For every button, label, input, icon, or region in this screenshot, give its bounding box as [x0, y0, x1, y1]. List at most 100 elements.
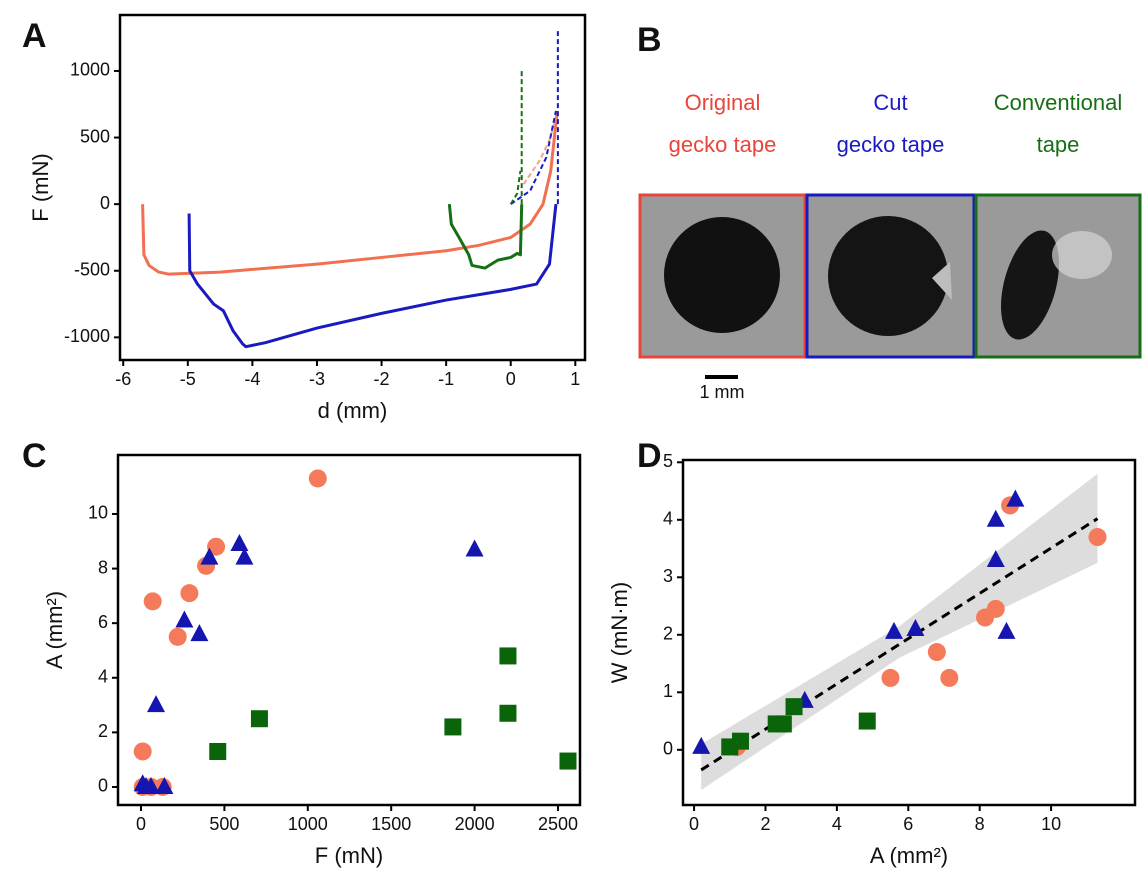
- point: [1088, 528, 1107, 547]
- x-tick-label: -2: [374, 369, 390, 389]
- x-tick-label: 0: [689, 814, 699, 834]
- x-tick-label: 6: [903, 814, 913, 834]
- panel-label: A: [22, 17, 47, 55]
- x-tick-label: 2500: [538, 814, 578, 834]
- residue: [1052, 231, 1112, 279]
- point: [168, 627, 187, 646]
- point: [444, 718, 462, 736]
- y-tick-label: 1000: [70, 60, 110, 80]
- plot-area: [141, 30, 559, 349]
- contact-spot: [1001, 230, 1059, 340]
- data-line: [522, 117, 557, 185]
- x-tick-label: -4: [244, 369, 260, 389]
- x-tick-label: -5: [180, 369, 196, 389]
- y-tick-label: 5: [663, 451, 673, 471]
- y-tick-label: 6: [98, 612, 108, 632]
- point: [774, 715, 792, 733]
- point: [175, 610, 194, 628]
- data-line: [141, 110, 559, 276]
- panel-label: C: [22, 437, 47, 475]
- x-tick-label: 2000: [455, 814, 495, 834]
- x-tick-label: 500: [209, 814, 239, 834]
- point: [997, 621, 1016, 639]
- y-tick-label: 500: [80, 126, 110, 146]
- scale-label: 1 mm: [700, 382, 745, 402]
- point: [235, 547, 254, 565]
- plot-area: [692, 473, 1107, 791]
- point: [133, 742, 152, 761]
- x-tick-label: 0: [136, 814, 146, 834]
- point: [209, 742, 227, 760]
- y-axis-label: W (mN·m): [607, 582, 632, 683]
- point: [731, 732, 749, 750]
- fit-line: [700, 517, 1099, 772]
- data-line: [187, 203, 558, 349]
- point: [499, 647, 517, 665]
- point: [1006, 489, 1025, 507]
- y-tick-label: 3: [663, 566, 673, 586]
- point: [180, 584, 199, 603]
- point: [190, 624, 209, 642]
- caption: Original: [685, 90, 761, 115]
- point: [927, 643, 946, 662]
- y-tick-label: 8: [98, 557, 108, 577]
- y-tick-label: 4: [98, 667, 108, 687]
- y-tick-label: 1: [663, 681, 673, 701]
- point: [885, 621, 904, 639]
- x-axis-label: d (mm): [318, 398, 388, 423]
- point: [858, 712, 876, 730]
- point: [230, 534, 249, 552]
- point: [940, 668, 959, 687]
- x-axis-label: F (mN): [315, 843, 383, 868]
- x-tick-label: -3: [309, 369, 325, 389]
- caption: gecko tape: [837, 132, 945, 157]
- y-tick-label: 2: [98, 721, 108, 741]
- panel-label: B: [637, 21, 662, 59]
- point: [692, 736, 711, 754]
- x-tick-label: 1: [570, 369, 580, 389]
- y-tick-label: 0: [100, 193, 110, 213]
- panel-label: D: [637, 437, 662, 475]
- y-tick-label: 0: [663, 739, 673, 759]
- plot-frame: [116, 453, 582, 807]
- y-axis-label: F (mN): [28, 153, 53, 221]
- point: [559, 752, 577, 770]
- point: [785, 698, 803, 716]
- y-tick-label: 2: [663, 624, 673, 644]
- x-tick-label: 2: [760, 814, 770, 834]
- x-tick-label: 1500: [371, 814, 411, 834]
- x-tick-label: 8: [975, 814, 985, 834]
- y-tick-label: 4: [663, 509, 673, 529]
- contact-spot: [828, 216, 948, 336]
- x-tick-label: 4: [832, 814, 842, 834]
- caption: tape: [1037, 132, 1080, 157]
- data-line: [447, 204, 524, 270]
- y-tick-label: 0: [98, 776, 108, 796]
- point: [499, 704, 517, 722]
- point: [207, 537, 226, 556]
- contact-notch: [932, 262, 952, 300]
- confidence-band: [701, 473, 1098, 791]
- point: [250, 710, 268, 728]
- y-tick-label: 10: [88, 503, 108, 523]
- caption: Conventional: [994, 90, 1122, 115]
- x-axis-label: A (mm²): [870, 843, 948, 868]
- data-line: [510, 110, 557, 205]
- point: [155, 776, 174, 794]
- point: [308, 469, 327, 488]
- x-tick-label: 1000: [288, 814, 328, 834]
- point: [143, 592, 162, 611]
- x-tick-label: -6: [115, 369, 131, 389]
- x-tick-label: 10: [1041, 814, 1061, 834]
- plot-frame: [118, 13, 587, 362]
- y-tick-label: -500: [74, 260, 110, 280]
- y-axis-label: A (mm²): [42, 591, 67, 669]
- y-tick-label: -1000: [64, 326, 110, 346]
- point: [200, 547, 219, 565]
- point: [986, 550, 1005, 568]
- point: [465, 539, 484, 557]
- point: [881, 668, 900, 687]
- x-tick-label: -1: [438, 369, 454, 389]
- point: [906, 619, 925, 637]
